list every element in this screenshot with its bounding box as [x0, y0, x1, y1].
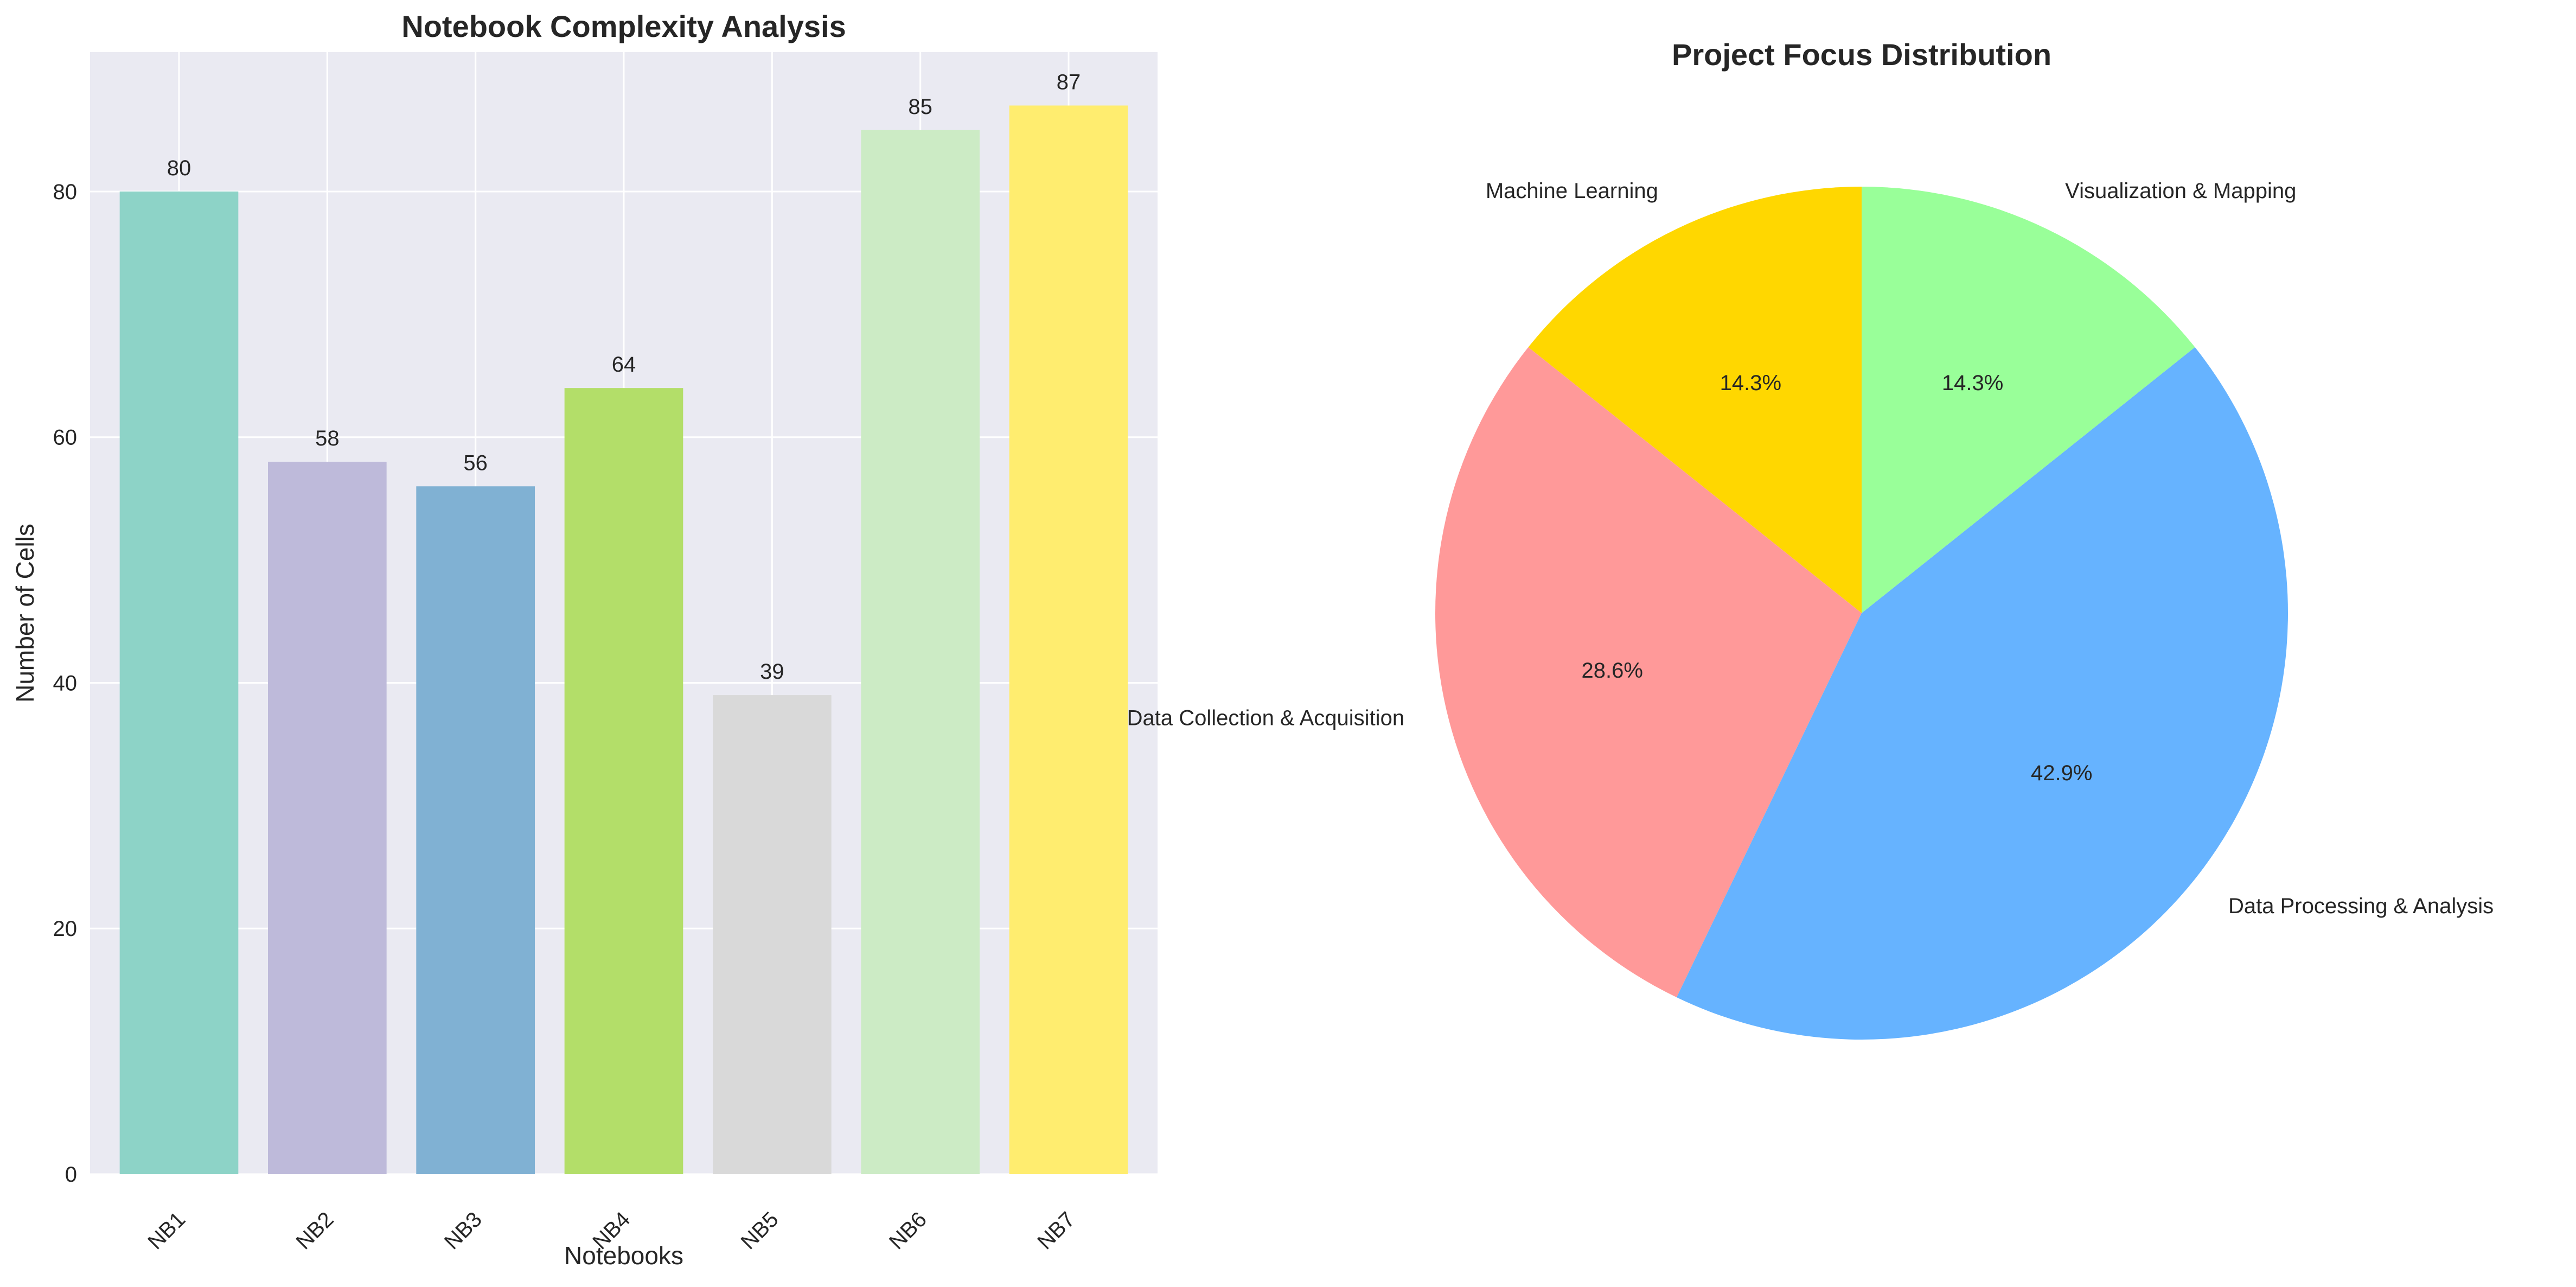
pie-percent-label: 28.6% — [1582, 659, 1643, 683]
pie-category-label: Machine Learning — [1486, 179, 1658, 203]
pie-category-label: Data Processing & Analysis — [2228, 894, 2494, 918]
bar-data-label: 56 — [463, 451, 488, 475]
bar-nb1 — [119, 191, 239, 1175]
pie-slice — [1435, 347, 1862, 998]
bar-x-tick-label: NB3 — [440, 1207, 487, 1254]
bar-nb4 — [564, 388, 683, 1174]
pie-category-label: Data Collection & Acquisition — [1127, 706, 1404, 730]
pie-percent-label: 14.3% — [1720, 371, 1781, 395]
bar-nb6 — [861, 130, 980, 1175]
bar-y-tick-label: 40 — [53, 671, 78, 695]
bar-x-tick-label: NB1 — [143, 1207, 190, 1254]
bar-y-tick-label: 20 — [53, 917, 78, 941]
pie-category-label: Visualization & Mapping — [2065, 179, 2296, 203]
bar-y-tick-labels: 0 20 40 60 80 — [53, 180, 78, 1187]
pie-chart-title: Project Focus Distribution — [1672, 37, 2051, 72]
bar-x-tick-label: NB2 — [292, 1207, 338, 1254]
bar-data-label: 39 — [760, 660, 784, 684]
bar-nb7 — [1009, 105, 1128, 1174]
bar-series — [119, 105, 1128, 1175]
pie-percent-label: 14.3% — [1942, 371, 2003, 395]
bar-x-tick-label: NB6 — [885, 1207, 931, 1254]
bar-data-label: 80 — [167, 156, 191, 180]
pie-category-labels: Machine Learning Data Collection & Acquis… — [1127, 179, 2494, 918]
bar-x-tick-label: NB7 — [1033, 1207, 1079, 1254]
bar-y-tick-label: 0 — [65, 1163, 77, 1187]
bar-y-tick-label: 80 — [53, 180, 78, 204]
bar-y-axis-label: Number of Cells — [11, 524, 39, 703]
bar-nb2 — [268, 461, 387, 1174]
bar-data-label: 85 — [908, 95, 932, 119]
pie-slice — [1676, 347, 2289, 1040]
bar-x-tick-label: NB5 — [737, 1207, 783, 1254]
bar-x-axis-label: Notebooks — [564, 1241, 683, 1270]
pie-slice — [1862, 187, 2195, 613]
pie-chart: Project Focus Distribution 14.3% 28.6% 42.… — [1127, 37, 2494, 1040]
pie-slice — [1528, 187, 1862, 613]
bar-y-tick-label: 60 — [53, 426, 78, 450]
pie-slices — [1435, 187, 2289, 1040]
bar-nb3 — [416, 486, 535, 1175]
bar-nb5 — [713, 695, 832, 1174]
bar-data-label: 58 — [315, 426, 340, 450]
bar-data-label: 64 — [612, 353, 636, 377]
pie-percent-label: 42.9% — [2031, 761, 2092, 785]
bar-chart-title: Notebook Complexity Analysis — [401, 9, 846, 43]
bar-data-labels: 80 58 56 64 39 85 87 — [167, 70, 1081, 684]
bar-data-label: 87 — [1057, 70, 1081, 94]
pie-percent-labels: 14.3% 28.6% 42.9% 14.3% — [1582, 371, 2093, 785]
